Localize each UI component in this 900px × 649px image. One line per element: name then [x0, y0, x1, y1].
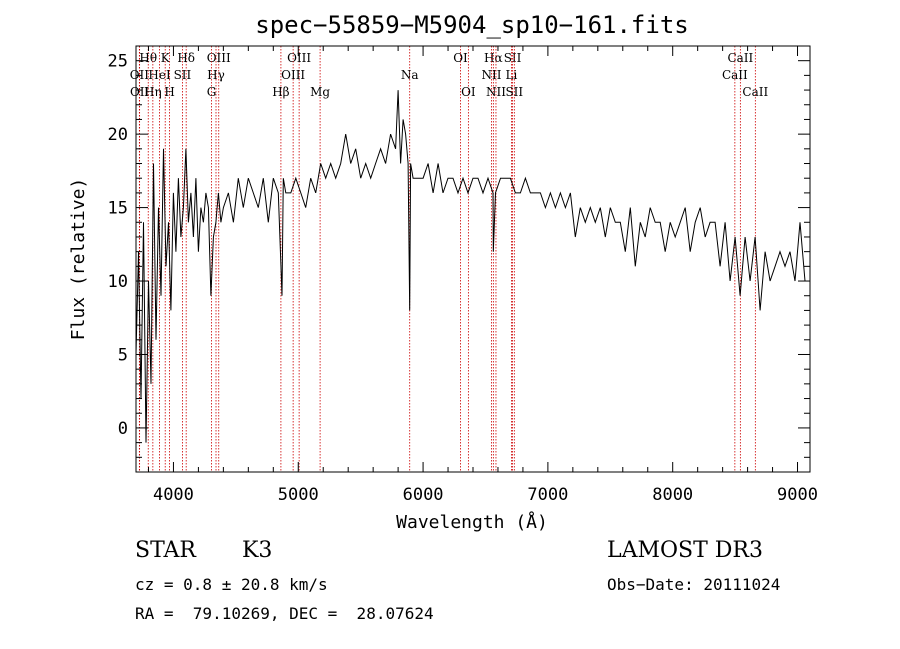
- redshift-cz: cz = 0.8 ± 20.8 km/s: [135, 575, 328, 594]
- y-tick-label: 0: [118, 419, 128, 439]
- line-marker-label: NII: [481, 68, 501, 82]
- plot-frame: [135, 45, 811, 473]
- object-subclass: K3: [242, 538, 273, 563]
- x-axis-label: Wavelength (Å): [396, 511, 548, 533]
- line-marker-label: OII: [130, 85, 150, 99]
- y-axis-label: Flux (relative): [68, 178, 89, 341]
- line-marker-label: Hα: [484, 51, 503, 65]
- line-marker-label: OIII: [281, 68, 305, 82]
- line-marker-label: Hδ: [177, 51, 195, 65]
- line-marker-label: Na: [401, 68, 419, 82]
- chart-title: spec−55859−M5904_sp10−161.fits: [255, 11, 688, 39]
- line-marker-label: SII: [504, 51, 522, 65]
- line-marker-label: Hγ: [207, 68, 225, 82]
- line-marker-label: HeI: [148, 68, 171, 82]
- line-marker-label: Hη: [144, 85, 162, 99]
- line-marker-label: OI: [453, 51, 468, 65]
- plot-area: [135, 90, 806, 443]
- line-marker-label: CaII: [722, 68, 748, 82]
- x-tick-label: 7000: [527, 485, 568, 505]
- line-marker-label: Hβ: [272, 85, 289, 99]
- line-marker-label: H: [164, 85, 174, 99]
- line-marker-label: G: [207, 85, 217, 99]
- x-tick-label: 4000: [153, 485, 194, 505]
- x-tick-label: 6000: [403, 485, 444, 505]
- axes: 4000 5000 6000 7000 8000 9000 0 5 10 15 20 25: [108, 45, 818, 505]
- y-tick-label: 20: [108, 125, 128, 145]
- x-tick-label: 8000: [652, 485, 693, 505]
- line-marker-label: Hθ: [139, 51, 157, 65]
- y-tick-label: 10: [108, 272, 128, 292]
- x-tick-label: 5000: [278, 485, 319, 505]
- object-class: STAR: [135, 538, 196, 563]
- line-markers: HθOIIOIIHeIHηKHHδSIIOIIIHγGHβOIIIOIIIMgN…: [130, 46, 768, 472]
- line-marker-label: K: [161, 51, 171, 65]
- line-marker-label: OI: [461, 85, 476, 99]
- y-tick-label: 15: [108, 199, 128, 219]
- line-marker-label: NII: [486, 85, 506, 99]
- x-tick-label: 9000: [777, 485, 818, 505]
- line-marker-label: CaII: [727, 51, 753, 65]
- line-marker-label: Li: [506, 68, 518, 82]
- line-marker-label: SII: [505, 85, 523, 99]
- y-tick-label: 25: [108, 52, 128, 72]
- line-marker-label: OIII: [287, 51, 311, 65]
- line-marker-label: OIII: [207, 51, 231, 65]
- line-marker-label: Mg: [310, 85, 330, 99]
- y-tick-label: 5: [118, 345, 128, 365]
- ra-dec: RA = 79.10269, DEC = 28.07624: [135, 604, 434, 623]
- obs-date: Obs−Date: 20111024: [607, 575, 781, 594]
- line-marker-label: CaII: [742, 85, 768, 99]
- survey-name: LAMOST DR3: [607, 538, 763, 563]
- spectrum-line: [135, 90, 806, 443]
- line-marker-label: SII: [174, 68, 192, 82]
